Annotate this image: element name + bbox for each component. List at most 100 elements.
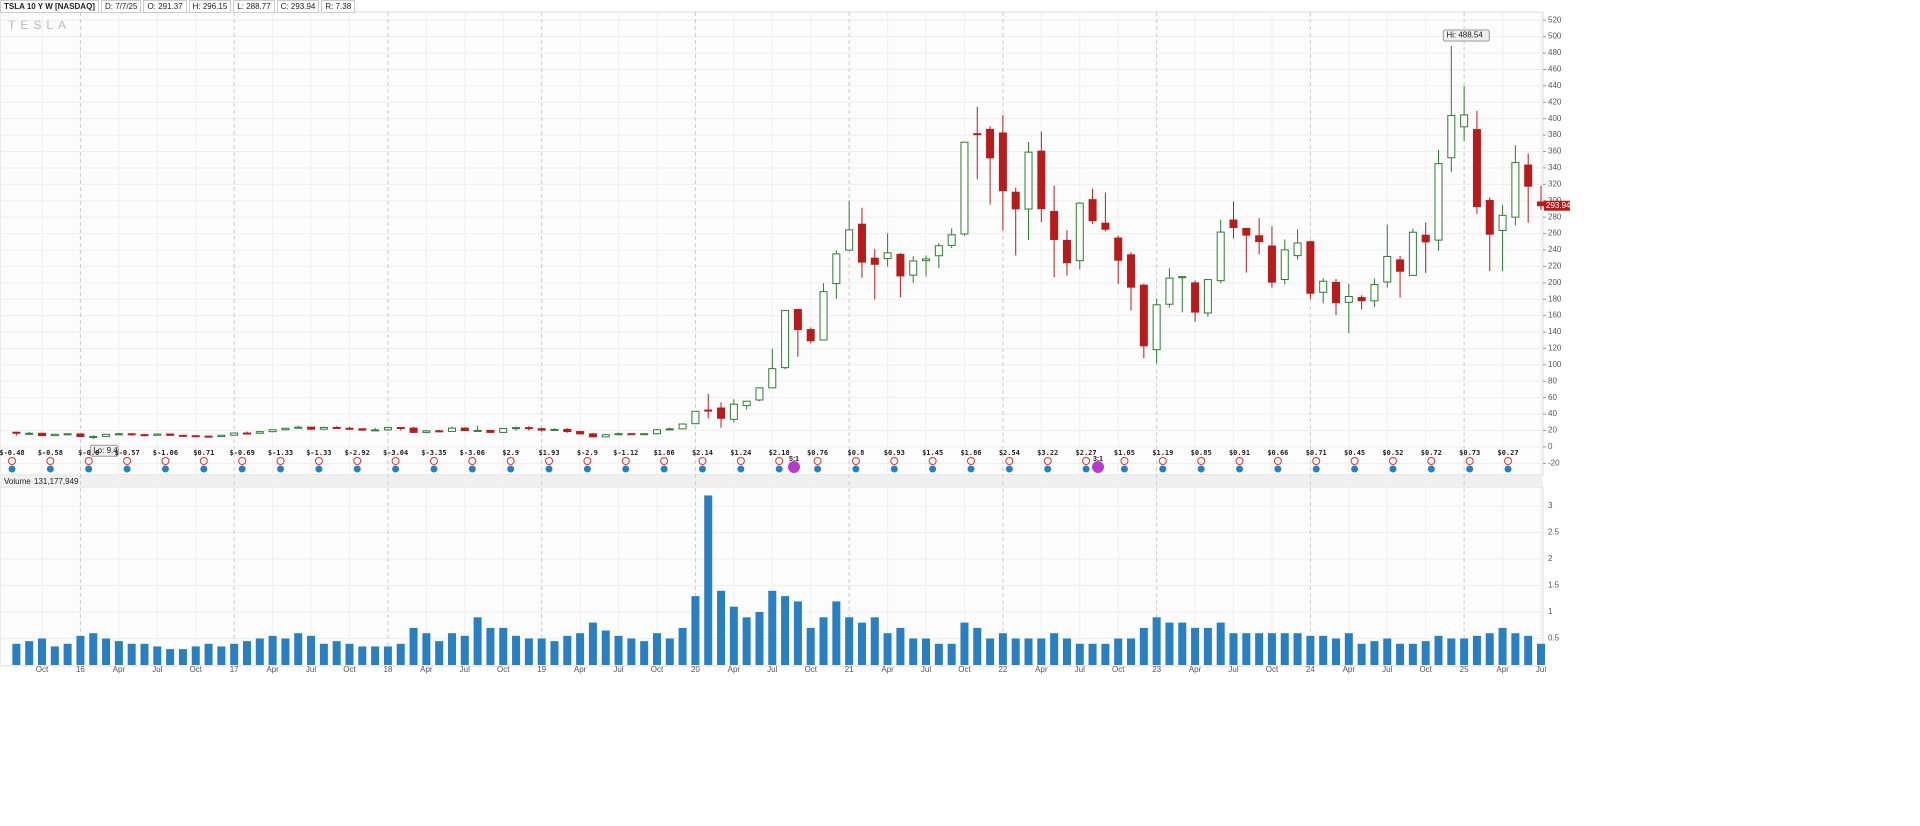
dividend-icon (468, 465, 476, 473)
dividend-icon (430, 465, 438, 473)
earnings-label: $2.27 (1076, 449, 1097, 457)
volume-bar (742, 617, 751, 665)
volume-bar (409, 627, 418, 665)
x-tick-label: Jul (460, 665, 470, 674)
volume-bar (1537, 643, 1545, 665)
y-tick-label: 0 (1548, 442, 1553, 451)
candle-body (499, 427, 508, 433)
x-tick-label: 19 (537, 665, 546, 674)
x-tick-label: Oct (1419, 665, 1432, 674)
volume-bar (127, 643, 136, 665)
volume-bar (947, 643, 956, 665)
dividend-icon (238, 465, 246, 473)
y-tick-label: 320 (1548, 179, 1562, 188)
volume-bar (1319, 635, 1328, 665)
candle-body (1242, 227, 1251, 236)
earnings-icon (1197, 457, 1206, 465)
volume-bar (294, 633, 303, 665)
candle-body (76, 433, 85, 437)
dividend-icon (1236, 465, 1244, 473)
candle-body (307, 426, 316, 430)
last-price-tag (1544, 200, 1570, 211)
volume-bar (1408, 643, 1417, 665)
candle-body (102, 433, 111, 437)
candle-body (781, 310, 790, 369)
volume-bar (665, 638, 674, 665)
earnings-icon (583, 457, 592, 465)
x-tick-label: Oct (804, 665, 817, 674)
earnings-icon (123, 457, 132, 465)
x-tick-label: Jul (306, 665, 316, 674)
volume-bar (1267, 633, 1276, 665)
candle-body (1165, 277, 1174, 305)
volume-bar (755, 612, 764, 665)
volume-bar (1216, 622, 1225, 665)
candle-body (729, 403, 738, 420)
candle-body (217, 434, 226, 438)
volume-bar (1255, 633, 1264, 665)
volume-bar (63, 643, 72, 665)
zoom-icon[interactable] (1908, 0, 1920, 12)
volume-bar (50, 646, 59, 665)
x-tick-label: Oct (958, 665, 971, 674)
earnings-icon (890, 457, 899, 465)
candle-body (1267, 245, 1276, 283)
candle-body (524, 427, 533, 430)
y-tick-label: 160 (1548, 311, 1562, 320)
candle-body (1344, 296, 1353, 303)
candle-body (294, 426, 303, 429)
volume-bar (1242, 633, 1251, 665)
candle-body (1408, 231, 1417, 276)
candle-body (1152, 304, 1161, 351)
dividend-icon (277, 465, 285, 473)
candle-body (512, 427, 521, 430)
candle-body (1485, 199, 1494, 235)
earnings-icon (621, 457, 630, 465)
volume-bar (576, 633, 585, 665)
candle-body (704, 409, 713, 412)
dividend-icon (852, 465, 860, 473)
volume-bar (819, 617, 828, 665)
volume-bar (1152, 617, 1161, 665)
volume-bar (217, 646, 226, 665)
volume-bar (499, 627, 508, 665)
x-tick-label: Jul (1075, 665, 1085, 674)
candle-body (1460, 114, 1469, 128)
dividend-icon (1427, 465, 1435, 473)
earnings-icon (429, 457, 438, 465)
candle-body (717, 407, 726, 419)
x-tick-label: Oct (343, 665, 356, 674)
dividend-icon (315, 465, 323, 473)
earnings-label: $1.05 (1114, 449, 1135, 457)
earnings-label: $-0.58 (38, 449, 63, 457)
volume-bar (627, 638, 636, 665)
volume-bar (998, 633, 1007, 665)
date: D: 7/7/25 (100, 0, 142, 13)
y-tick-label: 280 (1548, 212, 1562, 221)
earnings-icon (1465, 457, 1474, 465)
earnings-label: $1.45 (922, 449, 943, 457)
earnings-icon (506, 457, 515, 465)
y-tick-label: 500 (1548, 32, 1562, 41)
x-tick-label: Jul (613, 665, 623, 674)
candle-body (614, 433, 623, 436)
dividend-icon (8, 465, 16, 473)
volume-tick-label: 3 (1548, 501, 1553, 510)
earnings-label: $-2.92 (345, 449, 370, 457)
volume-bar (435, 641, 444, 665)
dividend-icon (1274, 465, 1282, 473)
dividend-icon (392, 465, 400, 473)
candle-body (332, 426, 341, 429)
candle-body (1075, 202, 1084, 262)
candle-body (742, 400, 751, 407)
volume-bar (268, 635, 277, 665)
y-tick-label: 360 (1548, 147, 1562, 156)
earnings-icon (967, 457, 975, 465)
y-tick-label: 380 (1548, 130, 1562, 139)
candle-body (1050, 210, 1059, 240)
x-tick-label: Apr (420, 665, 433, 674)
volume-bar (447, 633, 456, 665)
x-tick-label: 16 (76, 665, 85, 674)
earnings-label: $1.86 (654, 449, 675, 457)
earnings-label: $0.27 (1498, 449, 1519, 457)
